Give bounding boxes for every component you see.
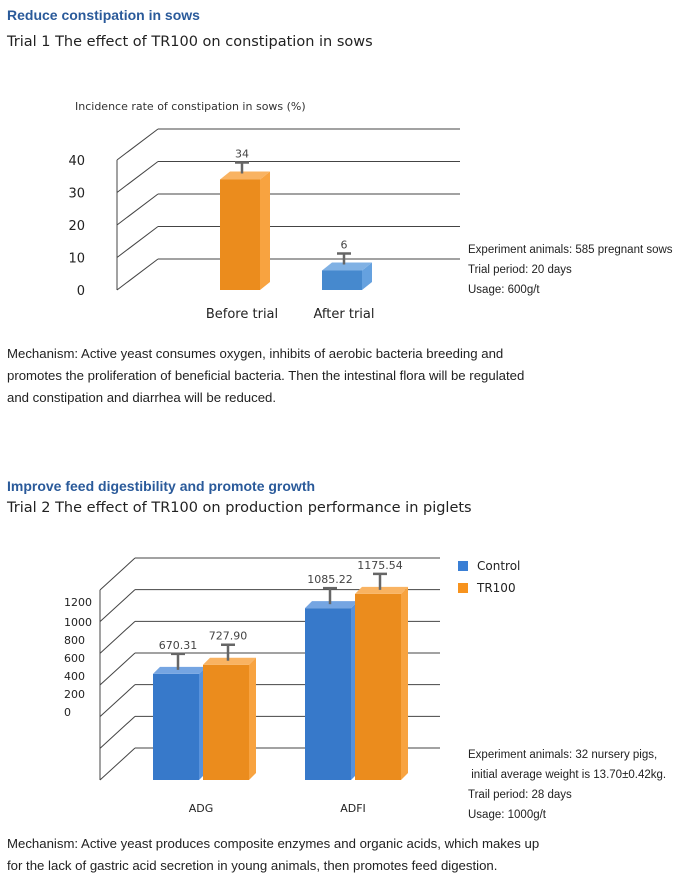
chart2-gridline xyxy=(99,684,136,718)
trial2-info-weight: initial average weight is 13.70±0.42kg. xyxy=(468,769,667,781)
trial1-info-period: Trial period: 20 days xyxy=(468,264,572,276)
chart1-ylabel: Incidence rate of constipation in sows (… xyxy=(75,100,306,113)
chart1-ytick-label: 40 xyxy=(68,154,85,169)
chart1-grid xyxy=(116,128,460,291)
chart2-category-label: ADFI xyxy=(340,802,366,815)
chart1-ytick-label: 0 xyxy=(77,284,85,299)
chart2-ytick-label: 400 xyxy=(64,670,85,683)
chart2-ytick-label: 600 xyxy=(64,652,85,665)
trial1-title: Trial 1 The effect of TR100 on constipat… xyxy=(7,34,373,50)
chart2-legend-item: Control xyxy=(458,559,520,573)
trial2-title: Trial 2 The effect of TR100 on productio… xyxy=(7,500,472,516)
mechanism2-line: Mechanism: Active yeast produces composi… xyxy=(7,836,540,851)
chart2-legend-swatch xyxy=(458,583,468,593)
chart2-bar xyxy=(153,666,206,780)
mechanism2-line: for the lack of gastric acid secretion i… xyxy=(7,858,498,873)
chart2-gridline xyxy=(99,620,136,654)
chart2-legend-label: TR100 xyxy=(476,581,516,595)
chart1: Incidence rate of constipation in sows (… xyxy=(68,100,460,322)
chart1-ytick-label: 10 xyxy=(68,252,85,267)
chart2-error-bar xyxy=(221,643,235,661)
chart1-data-label: 34 xyxy=(235,148,249,161)
chart1-error-bar xyxy=(337,252,351,265)
chart2-category-labels: ADG ADFI xyxy=(189,802,366,815)
chart1-gridline xyxy=(116,226,159,258)
trial2-mechanism: Mechanism: Active yeast produces composi… xyxy=(7,833,607,877)
trial1-info-animals: Experiment animals: 585 pregnant sows xyxy=(468,244,673,256)
trial1-mechanism: Mechanism: Active yeast consumes oxygen,… xyxy=(7,343,607,409)
chart1-gridline xyxy=(116,161,159,193)
chart1-ytick-labels: 0 10 20 30 40 xyxy=(68,154,85,299)
chart2-data-label: 1175.54 xyxy=(357,559,403,572)
chart1-gridline xyxy=(116,128,159,161)
chart1-bars: 34 6 xyxy=(220,148,372,290)
chart2-data-label: 727.90 xyxy=(209,630,248,643)
trial1-info-usage: Usage: 600g/t xyxy=(468,284,540,296)
chart1-data-label: 6 xyxy=(341,239,348,252)
chart2-gridline xyxy=(99,589,136,623)
trial2-info-period: Trail period: 28 days xyxy=(468,789,572,801)
chart2-gridline xyxy=(99,557,136,591)
mechanism1-line: and constipation and diarrhea will be re… xyxy=(7,390,277,405)
trial2-info-usage: Usage: 1000g/t xyxy=(468,809,547,821)
chart1-ytick-label: 30 xyxy=(68,187,85,202)
chart1-category-label: Before trial xyxy=(206,307,278,322)
trial1-info: Experiment animals: 585 pregnant sows Tr… xyxy=(468,240,673,300)
section2-heading: Improve feed digestibility and promote g… xyxy=(7,478,316,494)
chart2-ytick-label: 1000 xyxy=(64,616,92,629)
chart2-ytick-label: 0 xyxy=(64,706,71,719)
chart2-error-bar xyxy=(373,572,387,590)
chart2-ytick-labels: 0 200 400 600 800 1000 1200 xyxy=(64,596,92,719)
chart2-gridline xyxy=(99,747,136,781)
chart1-bar xyxy=(220,171,270,290)
chart2-bar xyxy=(355,586,408,780)
chart2-ytick-label: 800 xyxy=(64,634,85,647)
chart2-legend-label: Control xyxy=(477,559,520,573)
chart2-legend: Control TR100 xyxy=(458,559,520,595)
chart2-ytick-label: 1200 xyxy=(64,596,92,609)
chart2-bar xyxy=(305,601,358,780)
chart1-category-label: After trial xyxy=(314,307,375,322)
chart1-category-labels: Before trial After trial xyxy=(206,307,375,322)
chart2-legend-swatch xyxy=(458,561,468,571)
chart2-bars: 670.31 727.90 1085.22 1175.54 xyxy=(153,559,408,780)
chart1-bar xyxy=(322,262,372,290)
chart2-error-bar xyxy=(323,586,337,605)
trial2-info-animals: Experiment animals: 32 nursery pigs, xyxy=(468,749,658,761)
chart2: 0 200 400 600 800 1000 1200 670.31 727.90 1085.2… xyxy=(64,557,520,815)
section1-heading: Reduce constipation in sows xyxy=(7,7,200,23)
chart2-bar xyxy=(203,657,256,780)
chart2-category-label: ADG xyxy=(189,802,214,815)
chart1-error-bar xyxy=(235,161,249,174)
chart2-gridline xyxy=(99,652,136,686)
chart2-data-label: 670.31 xyxy=(159,639,198,652)
chart2-ytick-label: 200 xyxy=(64,688,85,701)
chart1-gridline xyxy=(116,193,159,226)
mechanism1-line: promotes the proliferation of beneficial… xyxy=(7,368,525,383)
chart1-gridline xyxy=(116,258,159,291)
chart2-legend-item: TR100 xyxy=(458,581,516,595)
chart2-error-bar xyxy=(171,652,185,670)
chart2-gridline xyxy=(99,715,136,749)
chart1-ytick-label: 20 xyxy=(68,219,85,234)
chart2-data-label: 1085.22 xyxy=(307,573,353,586)
mechanism1-line: Mechanism: Active yeast consumes oxygen,… xyxy=(7,346,504,361)
trial2-info: Experiment animals: 32 nursery pigs, ini… xyxy=(468,745,666,825)
